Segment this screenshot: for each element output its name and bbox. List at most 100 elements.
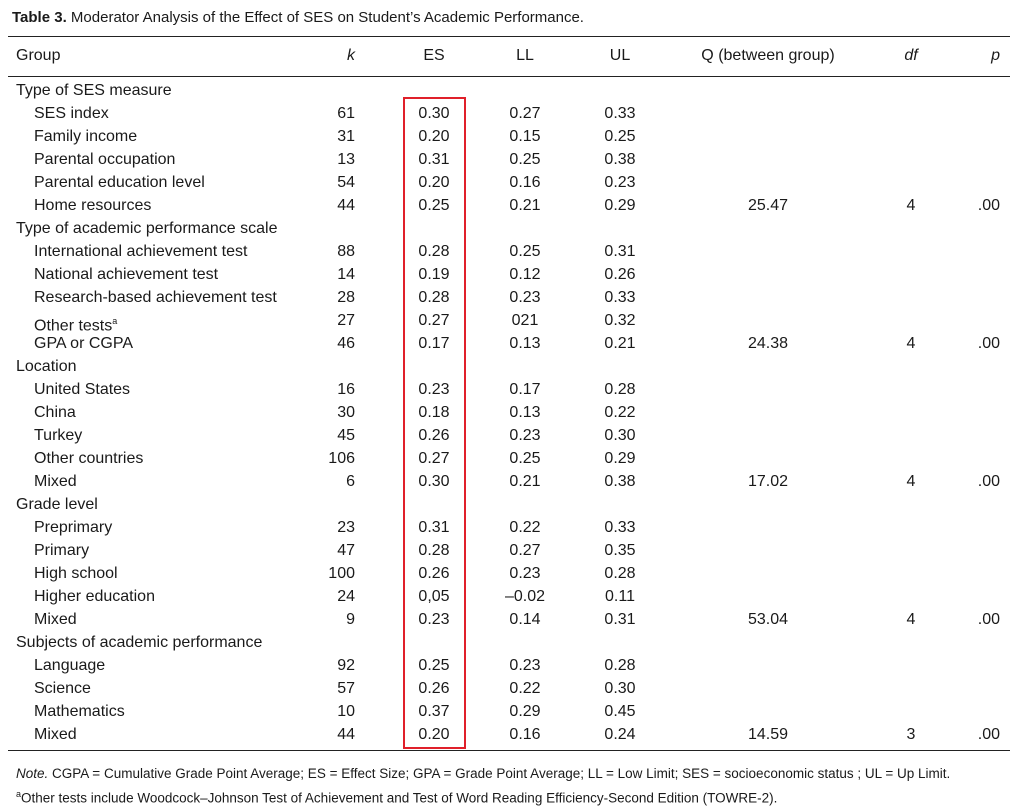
cell-ll: 0.21 bbox=[509, 197, 541, 214]
cell-k: 28 bbox=[337, 289, 355, 306]
cell-ul: 0.38 bbox=[604, 151, 636, 168]
row-label: Preprimary bbox=[34, 519, 113, 536]
cell-ul: 0.32 bbox=[604, 312, 636, 329]
cell-ll: 0.23 bbox=[509, 657, 541, 674]
row-label: Science bbox=[34, 680, 91, 697]
cell-es: 0.27 bbox=[418, 450, 450, 467]
title-text: Moderator Analysis of the Effect of SES … bbox=[70, 9, 584, 26]
title: Table 3. Moderator Analysis of the Effec… bbox=[12, 8, 584, 28]
cell-ul: 0.33 bbox=[604, 289, 636, 306]
cell-es: 0.20 bbox=[418, 128, 450, 145]
cell-es: 0.27 bbox=[418, 312, 450, 329]
cell-q: 25.47 bbox=[747, 197, 789, 214]
cell-df: 4 bbox=[906, 335, 916, 352]
cell-df: 4 bbox=[906, 197, 916, 214]
title-label: Table 3. bbox=[12, 9, 67, 26]
cell-es: 0.20 bbox=[418, 174, 450, 191]
cell-p: .00 bbox=[977, 473, 1000, 490]
note-label: Note. bbox=[16, 766, 49, 781]
group-label: Location bbox=[16, 358, 77, 375]
cell-ll: 0.29 bbox=[509, 703, 541, 720]
row-label: International achievement test bbox=[34, 243, 248, 260]
cell-ll: 0.25 bbox=[509, 151, 541, 168]
cell-es: 0.26 bbox=[418, 427, 450, 444]
cell-ll: 0.22 bbox=[509, 519, 541, 536]
row-label: Mixed bbox=[34, 726, 77, 743]
cell-ll: 0.23 bbox=[509, 565, 541, 582]
header-cell: p bbox=[991, 47, 1000, 64]
header-cell: Group bbox=[16, 47, 61, 64]
cell-p: .00 bbox=[977, 726, 1000, 743]
row-label: Parental occupation bbox=[34, 151, 176, 168]
footnote-text: Other tests include Woodcock–Johnson Tes… bbox=[21, 790, 778, 806]
cell-ll: 0.27 bbox=[509, 542, 541, 559]
cell-ul: 0.11 bbox=[605, 588, 635, 605]
cell-ll: 0.14 bbox=[509, 611, 541, 628]
cell-ul: 0.30 bbox=[604, 680, 636, 697]
cell-ll: 0.22 bbox=[509, 680, 541, 697]
footnote-mark: a bbox=[112, 316, 118, 326]
cell-ul: 0.22 bbox=[604, 404, 636, 421]
cell-df: 3 bbox=[906, 726, 916, 743]
cell-ul: 0.28 bbox=[604, 565, 636, 582]
note-text: CGPA = Cumulative Grade Point Average; E… bbox=[52, 766, 951, 781]
cell-k: 57 bbox=[337, 680, 355, 697]
cell-k: 61 bbox=[337, 105, 355, 122]
cell-ll: 0.15 bbox=[509, 128, 541, 145]
row-label: Research-based achievement test bbox=[34, 289, 277, 306]
cell-ll: 0.12 bbox=[509, 266, 541, 283]
cell-df: 4 bbox=[906, 611, 916, 628]
cell-k: 44 bbox=[337, 197, 355, 214]
cell-ll: 0.27 bbox=[509, 105, 541, 122]
header-rule bbox=[8, 76, 1010, 77]
row-label: Other countries bbox=[34, 450, 144, 467]
cell-es: 0.28 bbox=[418, 542, 450, 559]
cell-ul: 0.31 bbox=[604, 611, 636, 628]
header-cell: LL bbox=[516, 47, 534, 64]
row-label: SES index bbox=[34, 105, 109, 122]
cell-ul: 0.33 bbox=[604, 105, 636, 122]
cell-k: 46 bbox=[337, 335, 355, 352]
row-label: Higher education bbox=[34, 588, 155, 605]
group-label: Subjects of academic performance bbox=[16, 634, 263, 651]
cell-ul: 0.29 bbox=[604, 450, 636, 467]
cell-es: 0.19 bbox=[418, 266, 450, 283]
cell-es: 0.23 bbox=[418, 381, 450, 398]
row-label: China bbox=[34, 404, 76, 421]
cell-ul: 0.38 bbox=[604, 473, 636, 490]
bottom-rule bbox=[8, 750, 1010, 751]
cell-k: 92 bbox=[337, 657, 355, 674]
group-label: Type of SES measure bbox=[16, 82, 172, 99]
cell-k: 45 bbox=[337, 427, 355, 444]
cell-es: 0.31 bbox=[418, 151, 450, 168]
cell-ul: 0.26 bbox=[604, 266, 636, 283]
cell-es: 0.20 bbox=[418, 726, 450, 743]
cell-k: 44 bbox=[337, 726, 355, 743]
group-label: Type of academic performance scale bbox=[16, 220, 278, 237]
row-label: Mathematics bbox=[34, 703, 125, 720]
row-label: Other testsa bbox=[34, 316, 118, 335]
row-label: Language bbox=[34, 657, 106, 674]
header-cell: k bbox=[347, 47, 355, 64]
cell-ll: 0.25 bbox=[509, 243, 541, 260]
cell-k: 24 bbox=[337, 588, 355, 605]
cell-es: 0.30 bbox=[418, 105, 450, 122]
cell-k: 31 bbox=[337, 128, 355, 145]
footnote-mark: a bbox=[16, 789, 22, 799]
cell-k: 30 bbox=[337, 404, 355, 421]
cell-k: 47 bbox=[337, 542, 355, 559]
row-label: National achievement test bbox=[34, 266, 219, 283]
cell-df: 4 bbox=[906, 473, 916, 490]
cell-ll: 0.25 bbox=[509, 450, 541, 467]
cell-k: 23 bbox=[337, 519, 355, 536]
cell-es: 0.28 bbox=[418, 289, 450, 306]
cell-p: .00 bbox=[977, 197, 1000, 214]
cell-k: 6 bbox=[346, 473, 355, 490]
cell-p: .00 bbox=[977, 611, 1000, 628]
footnote: aOther tests include Woodcock–Johnson Te… bbox=[16, 784, 777, 809]
row-label: Turkey bbox=[34, 427, 83, 444]
row-label: United States bbox=[34, 381, 131, 398]
row-label: Home resources bbox=[34, 197, 152, 214]
cell-q: 24.38 bbox=[747, 335, 789, 352]
